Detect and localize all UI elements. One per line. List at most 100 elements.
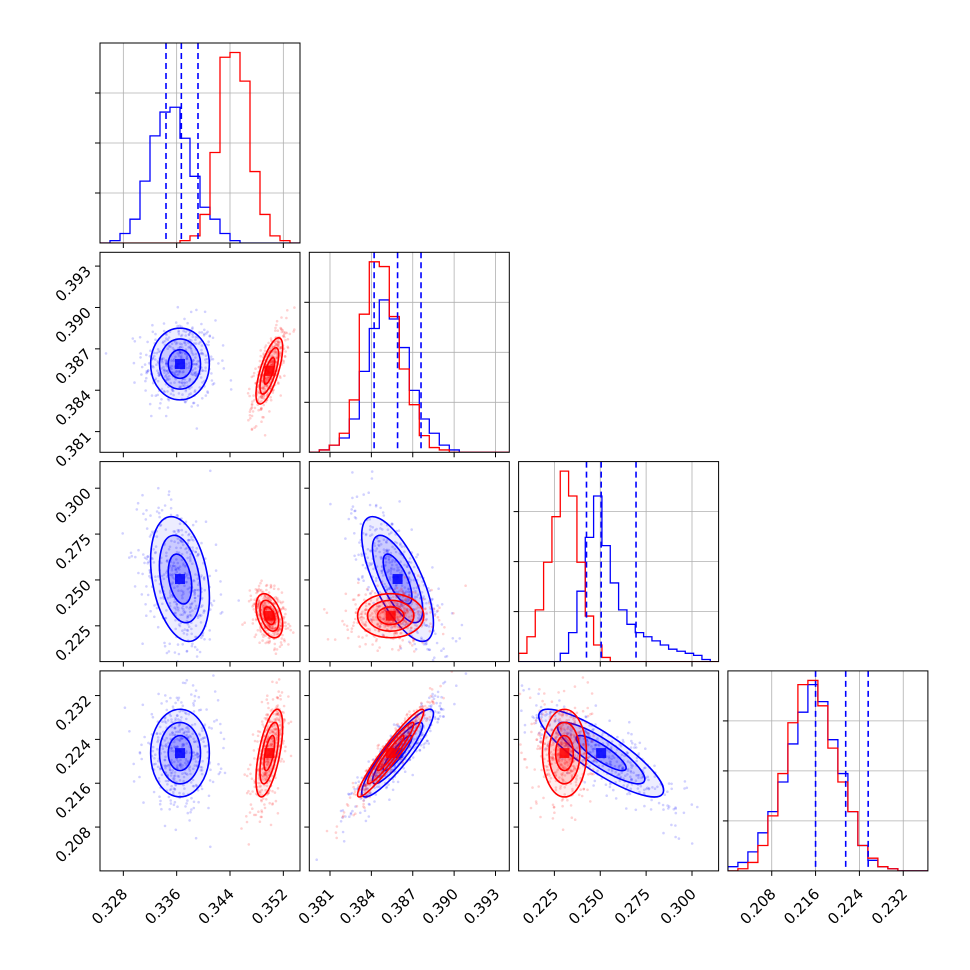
scatter-point [426,739,429,743]
scatter-point [169,788,173,791]
scatter-point [185,759,188,763]
scatter-point [606,748,609,752]
scatter-point [396,722,399,726]
scatter-point [145,370,148,373]
scatter-point [183,400,187,404]
scatter-point [371,618,374,621]
scatter-point [364,794,368,797]
scatter-point [177,529,181,532]
scatter-point [348,815,351,818]
scatter-point [186,730,189,734]
scatter-point [198,613,201,617]
scatter-point [262,797,265,800]
scatter-point [625,751,629,754]
scatter-point [264,584,268,588]
scatter-point [171,731,174,735]
scatter-point [545,735,549,739]
scatter-point [155,606,159,610]
scatter-point [194,338,197,342]
scatter-point [570,750,573,754]
scatter-point [420,711,424,714]
scatter-point [554,788,558,792]
scatter-point [277,718,280,721]
scatter-point [412,587,416,590]
scatter-point [204,394,208,397]
scatter-point [532,716,536,720]
scatter-point [401,760,405,764]
scatter-point [284,612,287,616]
scatter-point [180,737,183,740]
scatter-point [156,348,160,351]
scatter-point [213,720,216,723]
scatter-point [194,604,198,608]
scatter-point [179,546,183,550]
scatter-point [191,778,195,782]
scatter-point [388,576,392,579]
scatter-point [193,596,197,600]
scatter-point [413,650,416,653]
scatter-point [283,621,286,624]
scatter-point [564,744,567,747]
scatter-point [141,703,145,707]
scatter-point [278,340,282,344]
scatter-point [194,335,198,339]
scatter-point [464,672,468,675]
density-peak [385,610,396,621]
scatter-point [390,608,393,611]
scatter-point [272,634,276,637]
scatter-point [381,511,385,514]
scatter-point [162,340,165,344]
scatter-point [193,371,196,375]
scatter-point [282,334,286,337]
scatter-point [630,766,633,769]
scatter-point [174,600,178,604]
scatter-point [190,351,194,355]
scatter-point [389,767,393,771]
scatter-point [168,766,172,769]
scatter-point [171,346,175,350]
scatter-point [683,787,686,790]
scatter-point [561,757,564,761]
scatter-point [260,394,263,398]
scatter-point [198,614,202,618]
scatter-point [194,520,198,523]
scatter-point [180,354,183,358]
scatter-point [247,843,251,846]
scatter-point [193,593,196,597]
scatter-point [171,573,174,576]
scatter-point [175,758,179,761]
scatter-point [155,732,159,735]
scatter-point [396,780,400,784]
scatter-point [203,744,206,748]
scatter-point [193,722,197,726]
scatter-point [559,726,563,729]
scatter-point [146,370,149,374]
scatter-point [289,628,293,632]
scatter-point [188,539,191,542]
scatter-point [354,611,358,614]
scatter-point [661,803,665,807]
scatter-point [407,725,410,729]
scatter-point [594,723,597,726]
scatter-point [167,336,171,339]
scatter-point [360,615,364,619]
scatter-point [166,779,170,783]
scatter-point [200,351,203,355]
scatter-point [152,790,156,794]
scatter-point [146,369,150,373]
scatter-point [548,774,551,777]
scatter-point [339,820,343,823]
scatter-point [157,692,160,696]
scatter-point [154,332,157,336]
scatter-point [406,611,410,614]
scatter-point [281,600,285,604]
scatter-point [267,760,270,764]
scatter-point [193,588,197,592]
scatter-point [405,608,409,611]
scatter-point [276,704,280,707]
scatter-point [189,310,193,314]
scatter-point [403,607,406,611]
scatter-point [180,528,184,532]
scatter-point [186,622,190,626]
scatter-point [610,769,614,773]
